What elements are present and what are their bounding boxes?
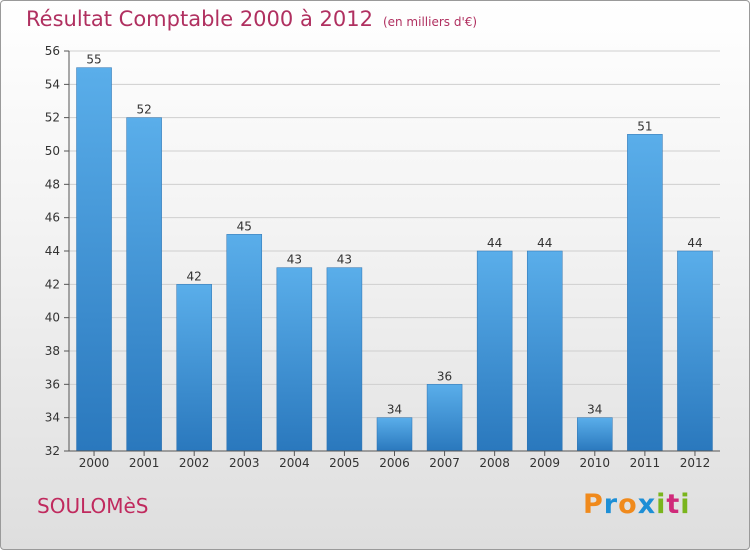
value-label: 52	[136, 103, 151, 117]
value-label: 42	[187, 269, 202, 283]
y-tick-label: 32	[45, 444, 60, 458]
value-label: 51	[637, 119, 652, 133]
location-name: SOULOMèS	[37, 494, 149, 518]
logo-letter: t	[666, 489, 681, 520]
chart-title: Résultat Comptable 2000 à 2012 (en millie…	[26, 7, 477, 31]
bar	[176, 284, 212, 452]
bars	[76, 67, 713, 452]
value-label: 55	[86, 53, 101, 67]
y-tick-label: 42	[45, 277, 60, 291]
x-tick-label: 2003	[229, 456, 260, 470]
grid-lines	[69, 50, 720, 452]
logo-letter: i	[680, 489, 691, 520]
value-label: 34	[587, 403, 602, 417]
y-tick-label: 52	[45, 111, 60, 125]
y-tick-label: 48	[45, 177, 60, 191]
axes	[64, 50, 720, 456]
title-text: Résultat Comptable 2000 à 2012	[26, 7, 373, 31]
title-unit: (en milliers d'€)	[382, 15, 478, 29]
value-label: 36	[437, 369, 452, 383]
x-tick-label: 2007	[429, 456, 460, 470]
x-tick-label: 2002	[179, 456, 210, 470]
y-tick-label: 54	[45, 77, 60, 91]
y-tick-label: 56	[45, 44, 60, 58]
x-tick-label: 2000	[79, 456, 110, 470]
value-label: 45	[237, 219, 252, 233]
logo-letter: o	[618, 489, 638, 520]
logo-letter: P	[583, 489, 604, 520]
y-tick-label: 38	[45, 344, 60, 358]
proxiti-logo: Proxiti	[583, 489, 691, 520]
x-tick-label: 2012	[680, 456, 711, 470]
y-tick-label: 46	[45, 211, 60, 225]
y-tick-label: 40	[45, 311, 60, 325]
logo-letter: x	[637, 489, 657, 520]
x-tick-label: 2005	[329, 456, 360, 470]
x-tick-label: 2004	[279, 456, 310, 470]
x-tick-label: 2010	[580, 456, 611, 470]
value-label: 43	[287, 253, 302, 267]
logo-letter: i	[656, 489, 667, 520]
value-label: 44	[687, 236, 702, 250]
value-label: 44	[537, 236, 552, 250]
x-tick-label: 2001	[129, 456, 160, 470]
bar	[76, 67, 112, 452]
x-tick-label: 2009	[529, 456, 560, 470]
y-tick-label: 44	[45, 244, 60, 258]
bar	[226, 234, 263, 452]
bar	[627, 134, 663, 452]
value-label: 44	[487, 236, 502, 250]
y-tick-label: 34	[45, 411, 60, 425]
bar	[677, 250, 713, 452]
bar	[126, 117, 162, 452]
x-tick-label: 2011	[630, 456, 661, 470]
x-tick-label: 2006	[379, 456, 410, 470]
bar	[577, 417, 613, 452]
bar	[426, 384, 463, 452]
y-tick-label: 36	[45, 377, 60, 391]
value-label: 34	[387, 403, 402, 417]
x-tick-labels: 2000 2001 2002 2003 2004 2005 2006 2007 2008 2009…	[79, 456, 710, 470]
bar	[276, 267, 313, 452]
y-tick-labels: 32 34 36 38 40 42 44 46 48 50 52 54 56	[45, 44, 60, 458]
x-tick-label: 2008	[479, 456, 510, 470]
value-labels: 55 52 42 45 43 43 34 36 44 44 34 51 44	[86, 53, 702, 417]
value-label: 43	[337, 253, 352, 267]
y-tick-label: 50	[45, 144, 60, 158]
bar	[526, 250, 563, 452]
bar	[476, 250, 513, 452]
logo-letter: r	[603, 489, 619, 520]
bar	[376, 417, 413, 452]
bar	[326, 267, 363, 452]
